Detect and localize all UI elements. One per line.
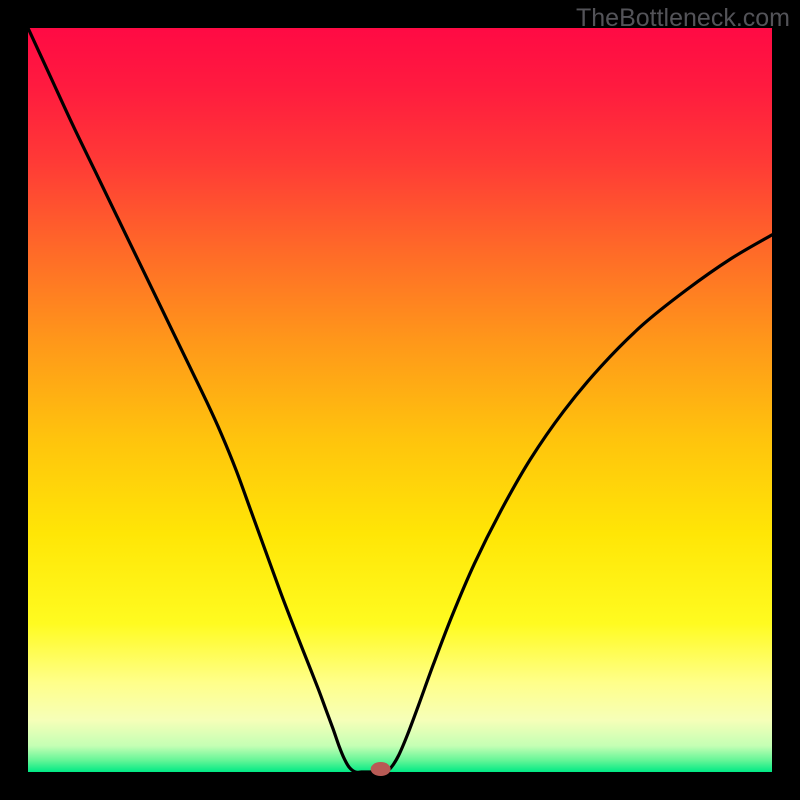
watermark-text: TheBottleneck.com [576,4,790,33]
optimal-point-marker [371,762,391,776]
gradient-background [28,28,772,772]
bottleneck-chart [0,0,800,800]
